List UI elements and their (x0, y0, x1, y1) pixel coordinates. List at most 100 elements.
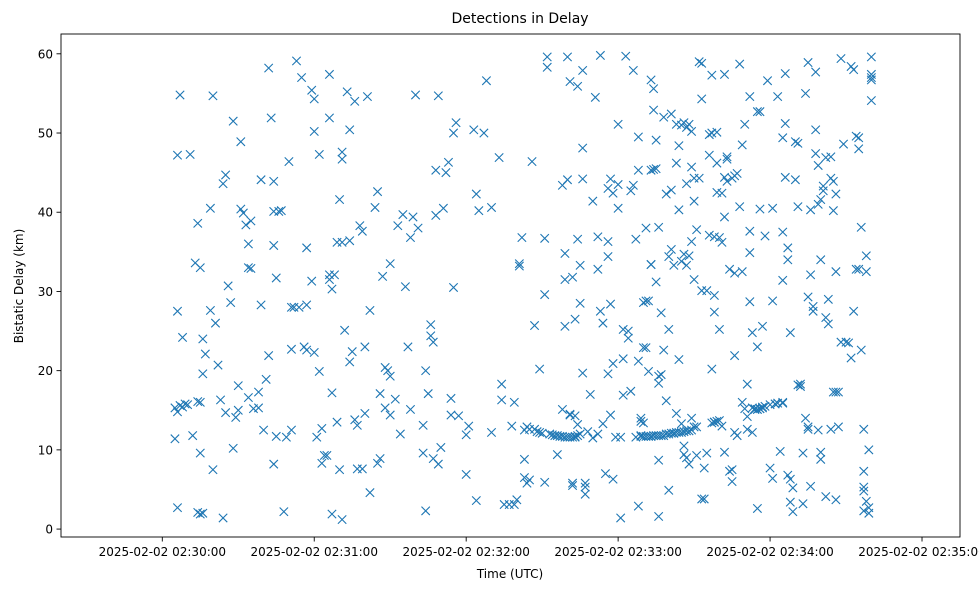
data-point (704, 130, 714, 140)
data-point (542, 52, 552, 62)
data-point (246, 216, 256, 226)
data-point (486, 427, 497, 438)
data-point (183, 400, 193, 410)
x-axis-label: Time (UTC) (476, 567, 543, 581)
data-point (314, 149, 324, 159)
data-point (669, 260, 679, 270)
data-point (362, 91, 373, 102)
data-point (570, 431, 580, 441)
data-point (719, 447, 730, 457)
data-point (833, 387, 844, 397)
data-point (638, 297, 649, 308)
data-point (514, 259, 524, 269)
data-point (327, 284, 337, 294)
data-point (757, 321, 768, 331)
data-point (616, 432, 626, 442)
data-point (185, 149, 195, 159)
data-point (380, 403, 390, 413)
data-point (702, 286, 712, 296)
data-point (560, 248, 570, 259)
data-point (717, 421, 727, 431)
data-point (702, 448, 712, 458)
data-point (714, 324, 725, 335)
data-point (846, 353, 856, 363)
data-point (575, 429, 585, 439)
data-point (284, 156, 294, 167)
data-point (334, 194, 345, 205)
data-point (648, 84, 659, 94)
data-point (788, 507, 798, 517)
data-point (671, 408, 681, 419)
data-point (768, 296, 778, 306)
data-point (762, 76, 773, 86)
data-point (562, 175, 573, 185)
data-point (664, 251, 674, 262)
data-point (253, 387, 264, 397)
data-point (816, 194, 826, 205)
data-point (236, 204, 246, 214)
data-point (686, 236, 697, 247)
data-point (433, 459, 443, 469)
data-point (831, 267, 841, 277)
data-point (451, 118, 461, 128)
data-point (598, 318, 608, 328)
data-point (643, 366, 654, 377)
data-point (360, 408, 370, 419)
data-point (654, 455, 664, 465)
data-point (175, 400, 185, 411)
data-point (666, 185, 676, 195)
data-point (856, 345, 866, 355)
data-point (626, 186, 636, 196)
data-point (324, 69, 335, 79)
data-point (175, 90, 185, 100)
data-point (780, 69, 790, 79)
data-point (205, 203, 215, 213)
data-point (188, 431, 198, 441)
data-point (603, 369, 613, 379)
data-point (745, 297, 755, 307)
data-point (302, 243, 312, 253)
data-point (453, 411, 464, 421)
data-point (350, 96, 360, 106)
data-point (671, 158, 681, 168)
data-point (605, 299, 616, 309)
data-point (730, 351, 740, 361)
data-point (816, 447, 826, 457)
data-point (446, 393, 456, 403)
data-point (742, 379, 752, 389)
data-point (231, 412, 241, 422)
data-point (780, 172, 790, 182)
data-point (806, 270, 816, 280)
data-point (605, 410, 616, 420)
data-point (281, 432, 291, 442)
data-point (831, 189, 841, 199)
data-point (816, 255, 826, 265)
data-point (780, 118, 790, 129)
data-point (664, 485, 674, 495)
data-point (319, 450, 329, 460)
data-point (722, 152, 732, 162)
data-point (727, 465, 737, 475)
data-point (570, 314, 580, 324)
data-point (421, 506, 431, 516)
data-point (755, 107, 765, 117)
y-axis-label: Bistatic Delay (km) (12, 229, 26, 344)
data-point (170, 403, 180, 413)
data-point (431, 165, 441, 175)
data-point (654, 222, 664, 232)
data-point (426, 331, 436, 341)
data-point (595, 50, 605, 60)
data-point (798, 448, 808, 458)
data-point (471, 189, 481, 199)
data-point (410, 90, 421, 100)
data-point (747, 427, 757, 438)
data-point (193, 218, 203, 228)
data-point (654, 511, 664, 521)
data-point (266, 113, 276, 123)
data-point (438, 203, 448, 213)
data-point (448, 128, 459, 138)
x-tick-label: 2025-02-02 02:35:00 (858, 545, 979, 559)
data-point (803, 422, 813, 432)
data-point (309, 126, 319, 137)
data-point (332, 417, 342, 427)
